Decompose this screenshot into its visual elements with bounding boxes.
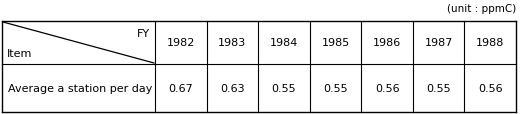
Text: FY: FY — [137, 29, 150, 39]
Text: 0.55: 0.55 — [323, 83, 348, 93]
Text: 1987: 1987 — [424, 38, 453, 48]
Text: 0.56: 0.56 — [375, 83, 399, 93]
Text: Average a station per day: Average a station per day — [8, 83, 152, 93]
Text: 1984: 1984 — [270, 38, 298, 48]
Text: 0.67: 0.67 — [168, 83, 193, 93]
Text: 0.63: 0.63 — [220, 83, 245, 93]
Text: 0.55: 0.55 — [271, 83, 296, 93]
Text: 1988: 1988 — [476, 38, 504, 48]
Text: 0.55: 0.55 — [426, 83, 451, 93]
Text: Item: Item — [7, 49, 32, 58]
Text: 0.56: 0.56 — [478, 83, 502, 93]
Text: 1982: 1982 — [166, 38, 195, 48]
Text: 1986: 1986 — [373, 38, 401, 48]
Text: (unit : ppmC): (unit : ppmC) — [447, 4, 516, 14]
Text: 1985: 1985 — [321, 38, 349, 48]
Text: 1983: 1983 — [218, 38, 246, 48]
